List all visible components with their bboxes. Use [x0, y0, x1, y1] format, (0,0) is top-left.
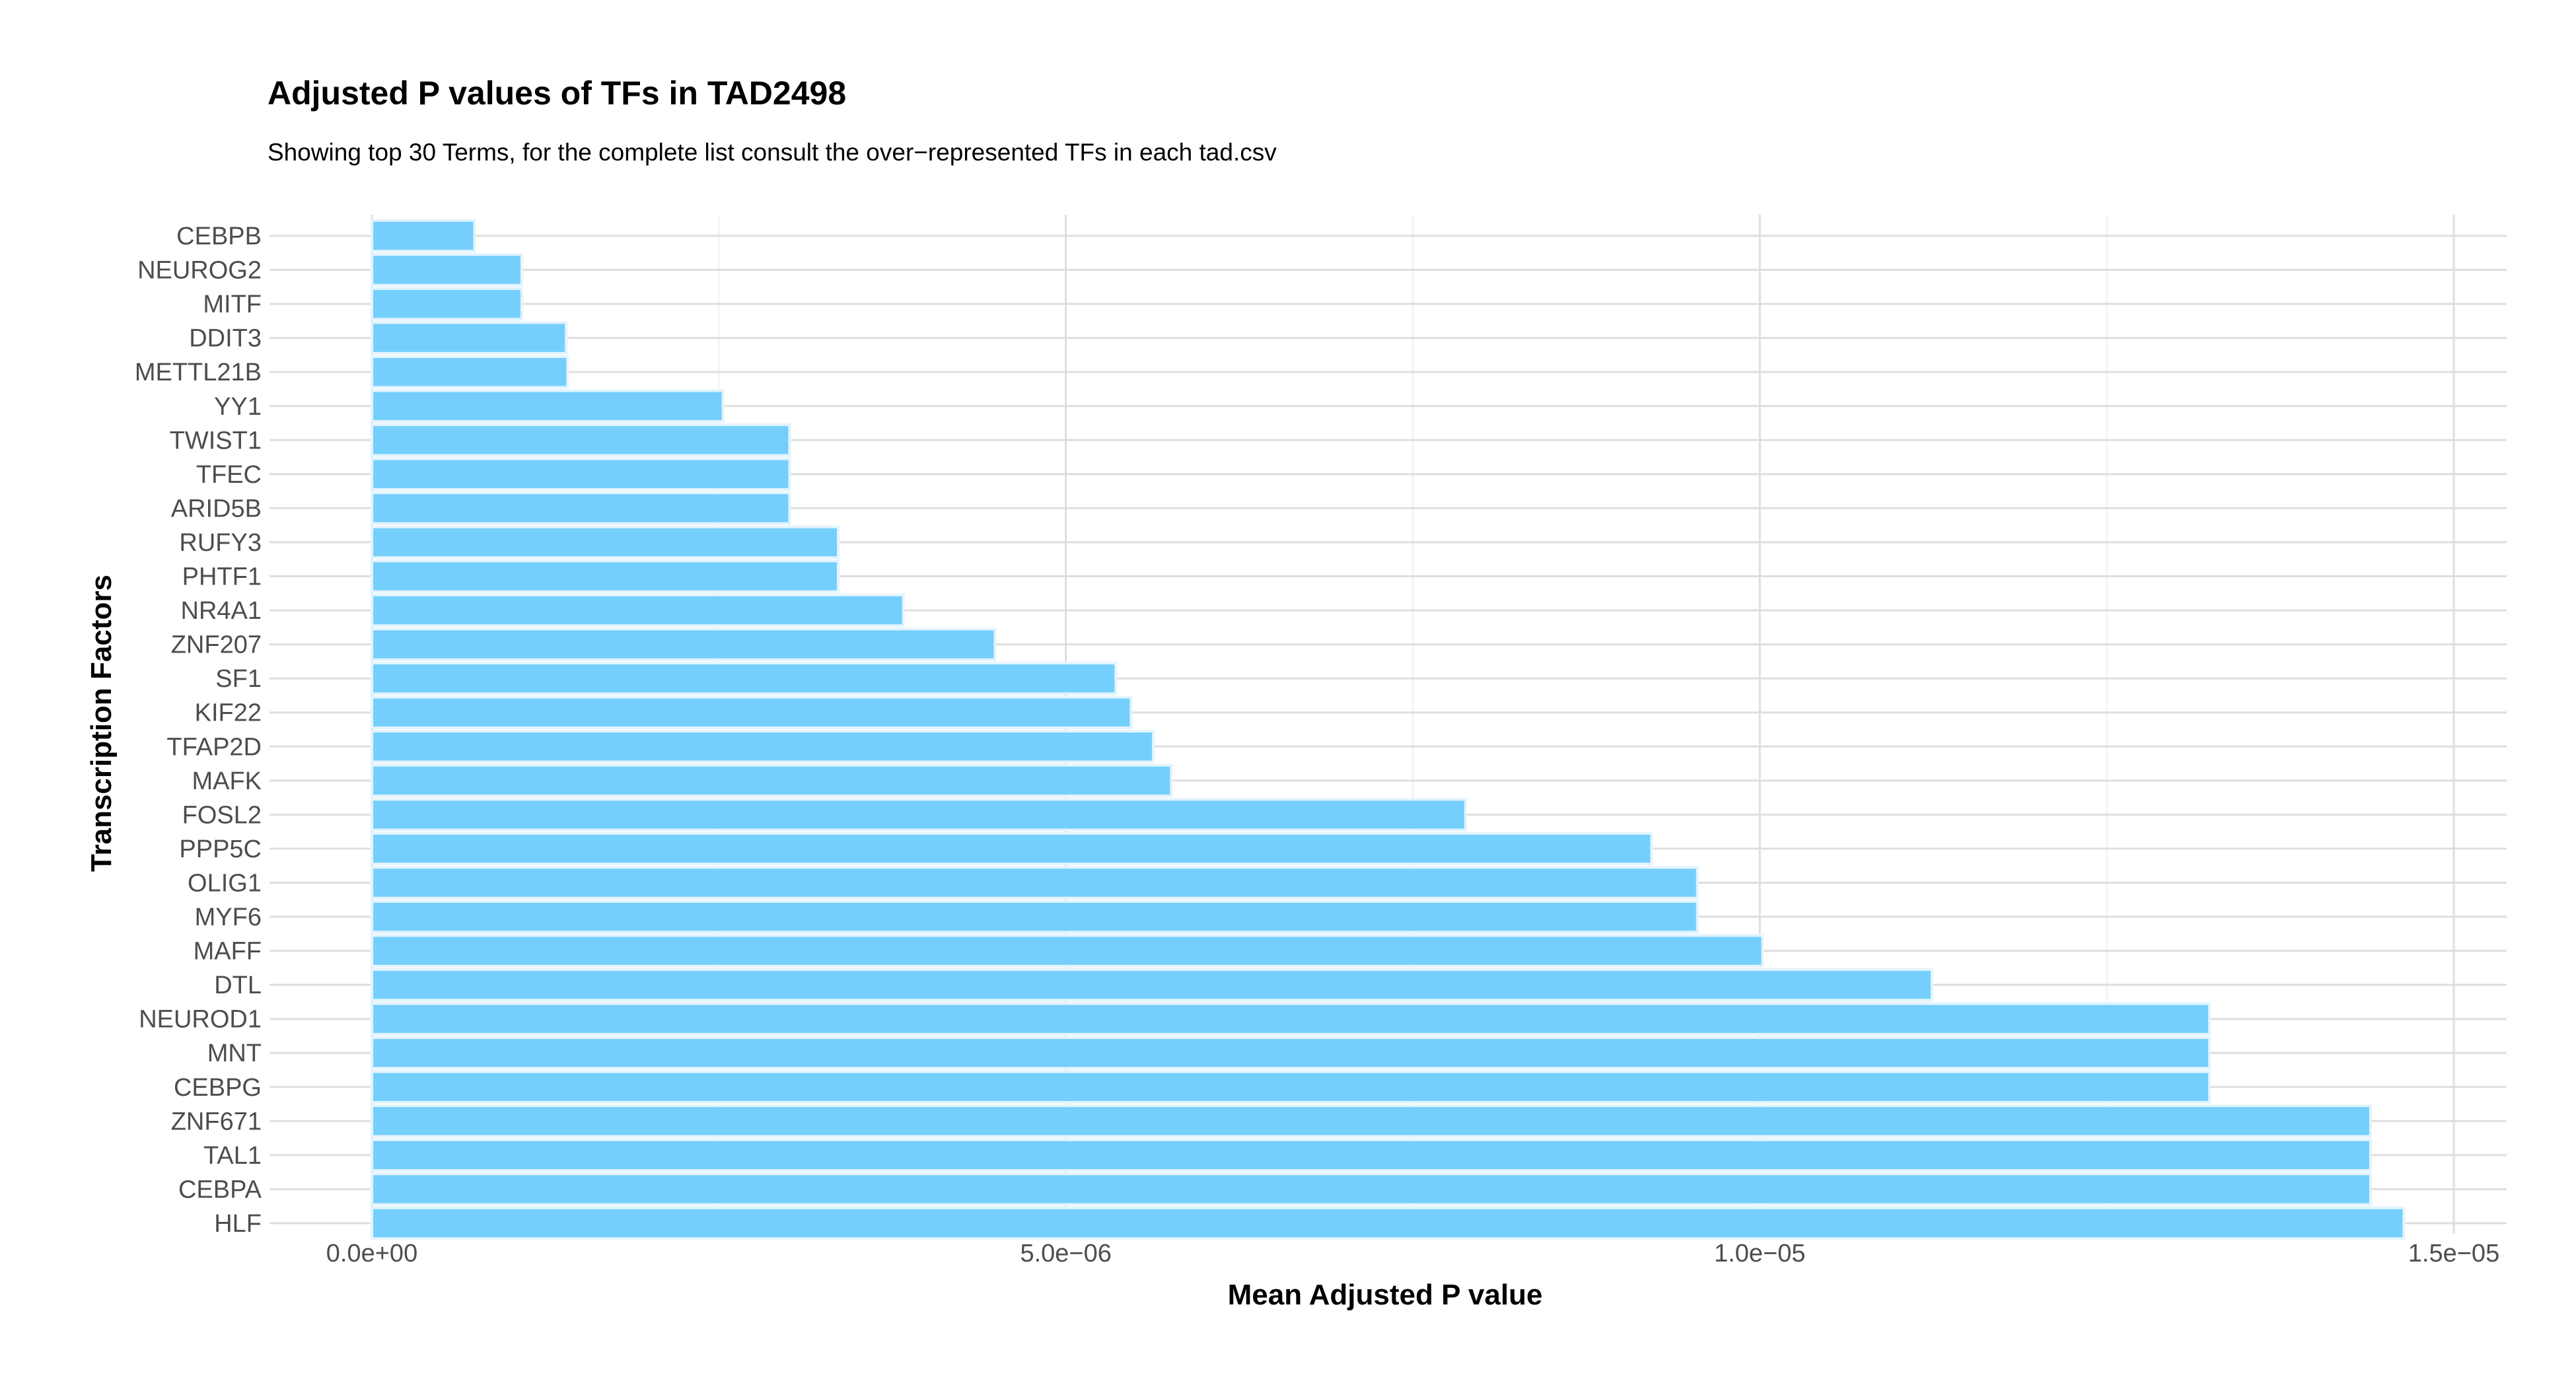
bar-maff	[371, 934, 1764, 968]
y-tick-label: TAL1	[203, 1142, 262, 1170]
bar-mettl21b	[371, 355, 569, 389]
y-tick-label: CEBPG	[174, 1074, 262, 1102]
y-tick-label: DDIT3	[189, 325, 262, 353]
chart-title: Adjusted P values of TFs in TAD2498	[268, 75, 847, 112]
y-tick-label: METTL21B	[135, 359, 262, 386]
bar-znf671	[371, 1104, 2372, 1138]
bar-tal1	[371, 1138, 2372, 1172]
x-tick-label: 1.5e−05	[2408, 1240, 2499, 1267]
y-tick-label: KIF22	[195, 699, 262, 727]
bar-ppp5c	[371, 832, 1653, 866]
bar-dtl	[371, 968, 1933, 1002]
bar-cebpg	[371, 1070, 2211, 1104]
bar-cebpa	[371, 1172, 2372, 1206]
y-tick-label: MYF6	[195, 904, 262, 931]
bar-rufy3	[371, 525, 840, 559]
y-tick-label: YY1	[214, 393, 262, 421]
y-tick-label: NEUROD1	[139, 1006, 262, 1034]
y-tick-label: CEBPA	[178, 1176, 262, 1203]
bar-znf207	[371, 627, 997, 661]
y-tick-label: SF1	[215, 665, 262, 693]
y-tick-label: TFAP2D	[166, 733, 262, 761]
y-tick-label: TFEC	[196, 461, 262, 489]
bar-phtf1	[371, 559, 840, 593]
bar-olig1	[371, 866, 1699, 900]
y-tick-label: NEUROG2	[137, 257, 262, 285]
bar-arid5b	[371, 491, 791, 525]
bar-sf1	[371, 661, 1118, 695]
bar-neurod1	[371, 1002, 2211, 1036]
x-tick-labels: 0.0e+00 5.0e−06 1.0e−05 1.5e−05	[326, 1240, 2499, 1267]
y-tick-label: OLIG1	[188, 869, 262, 897]
bar-tfec	[371, 457, 791, 491]
bar-ddit3	[371, 321, 568, 355]
y-tick-label: PHTF1	[182, 563, 262, 591]
bar-mnt	[371, 1036, 2211, 1070]
y-tick-label: MAFF	[194, 938, 262, 966]
bar-mafk	[371, 764, 1173, 798]
bar-fosl2	[371, 798, 1467, 832]
y-tick-label: ZNF671	[171, 1108, 262, 1135]
x-tick-label: 0.0e+00	[326, 1240, 417, 1267]
y-tick-label: FOSL2	[182, 801, 262, 829]
y-tick-label: ZNF207	[171, 631, 262, 659]
bar-tfap2d	[371, 730, 1155, 764]
bar-layer	[371, 219, 2406, 1240]
bar-kif22	[371, 695, 1133, 729]
y-tick-label: MNT	[207, 1040, 262, 1067]
bar-mitf	[371, 287, 523, 321]
bar-neurog2	[371, 253, 523, 287]
y-tick-label: RUFY3	[179, 529, 262, 557]
y-tick-labels: CEBPB NEUROG2 MITF DDIT3 METTL21B YY1 TWIST1 TF…	[135, 223, 262, 1238]
x-tick-label: 1.0e−05	[1714, 1240, 1805, 1267]
y-tick-label: ARID5B	[171, 495, 262, 522]
y-tick-label: MAFK	[192, 767, 262, 795]
y-tick-label: TWIST1	[170, 427, 262, 454]
y-tick-label: NR4A1	[181, 597, 262, 625]
bar-cebpb	[371, 219, 476, 253]
y-axis-title: Transcription Factors	[85, 575, 118, 872]
y-tick-label: MITF	[203, 291, 262, 318]
bar-nr4a1	[371, 593, 905, 627]
x-axis-title: Mean Adjusted P value	[1228, 1279, 1543, 1311]
y-tick-label: DTL	[214, 972, 262, 999]
y-tick-label: CEBPB	[176, 223, 262, 250]
bar-myf6	[371, 900, 1699, 934]
x-tick-label: 5.0e−06	[1020, 1240, 1111, 1267]
y-tick-label: HLF	[214, 1210, 262, 1238]
chart-subtitle: Showing top 30 Terms, for the complete l…	[268, 139, 1277, 166]
y-tick-label: PPP5C	[179, 836, 262, 863]
bar-twist1	[371, 423, 791, 457]
bar-yy1	[371, 389, 725, 423]
bar-hlf	[371, 1206, 2406, 1240]
